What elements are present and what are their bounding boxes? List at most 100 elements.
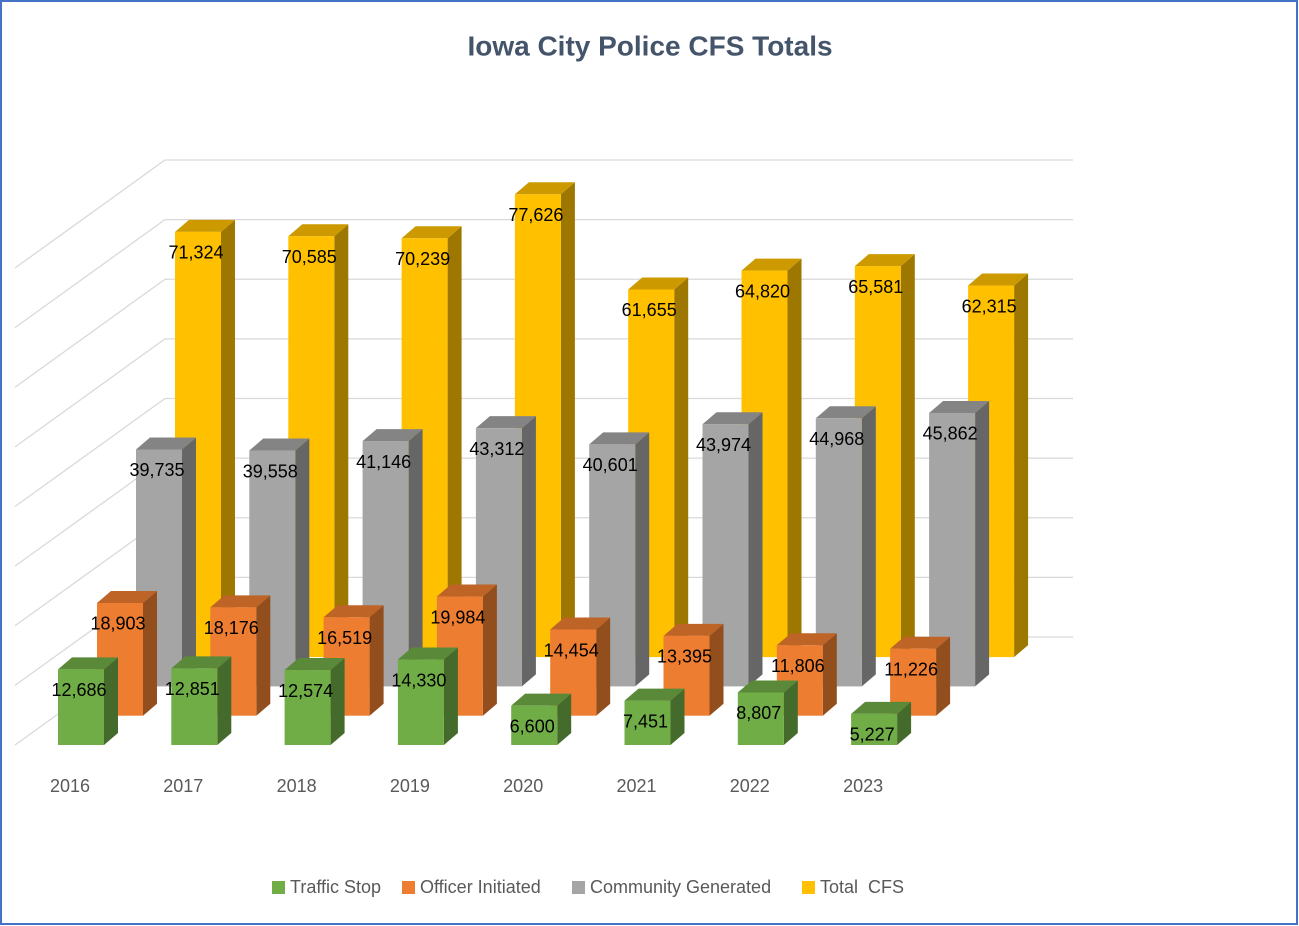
value-label: 11,806 <box>771 656 825 676</box>
bar-side <box>217 656 232 745</box>
value-label: 41,146 <box>356 452 411 472</box>
bar-side <box>596 617 611 716</box>
bar-top <box>741 258 802 271</box>
bar-top <box>175 219 235 232</box>
value-label: 71,324 <box>168 243 223 263</box>
bar <box>737 680 798 745</box>
bar-side <box>709 623 724 716</box>
bar-top <box>511 693 572 706</box>
bar-side <box>221 219 235 658</box>
value-label: 5,227 <box>850 725 895 745</box>
bar-top <box>702 412 763 425</box>
bar-top <box>854 254 915 267</box>
value-label: 12,686 <box>51 680 106 700</box>
bar-top <box>851 701 912 714</box>
bar-side <box>408 429 423 687</box>
bar-side <box>482 584 497 716</box>
bar-top <box>97 590 157 603</box>
bar-side <box>670 688 685 745</box>
bar <box>550 617 611 716</box>
bar-top <box>436 584 497 597</box>
legend-label: Officer Initiated <box>420 877 541 897</box>
bar-front <box>171 668 218 745</box>
x-tick-label: 2020 <box>503 776 543 796</box>
value-label: 61,655 <box>622 300 677 320</box>
value-label: 39,735 <box>129 460 184 480</box>
bar-top <box>776 633 837 646</box>
bar-front <box>397 659 444 745</box>
x-tick-label: 2021 <box>616 776 656 796</box>
bar-side <box>897 701 912 745</box>
bar-top <box>968 273 1029 286</box>
bar-side <box>447 226 462 658</box>
bar-side <box>975 400 990 687</box>
value-label: 64,820 <box>735 281 790 301</box>
bar-top <box>397 647 458 660</box>
bar-side <box>295 438 310 687</box>
bar-side <box>557 693 572 745</box>
bar-side <box>900 254 915 658</box>
bar-top <box>323 605 384 618</box>
bar-top <box>475 416 536 429</box>
bar-side <box>443 647 458 745</box>
legend-swatch <box>402 881 415 894</box>
value-label: 14,454 <box>544 640 599 660</box>
bar-side <box>256 595 271 716</box>
legend-label: Total CFS <box>820 877 904 897</box>
value-label: 13,395 <box>657 647 712 667</box>
bar-side <box>104 657 118 745</box>
bar-side <box>635 432 650 687</box>
legend-label: Traffic Stop <box>290 877 381 897</box>
bar <box>58 657 118 745</box>
value-label: 7,451 <box>623 711 668 731</box>
bar-side <box>521 416 536 687</box>
bar-top <box>284 658 345 671</box>
x-tick-label: 2019 <box>390 776 430 796</box>
bar-side <box>787 258 802 658</box>
value-label: 44,968 <box>809 429 864 449</box>
bar-front <box>737 692 784 745</box>
bar-side <box>822 633 837 716</box>
bar <box>171 656 232 745</box>
bar-front <box>624 700 671 745</box>
bar-side <box>330 658 345 745</box>
legend-swatch <box>272 881 285 894</box>
value-label: 8,807 <box>736 703 781 723</box>
bar <box>475 416 536 687</box>
bar <box>397 647 458 745</box>
bar-front <box>58 669 104 745</box>
bar-side <box>560 182 575 658</box>
value-label: 12,574 <box>278 681 333 701</box>
value-label: 18,903 <box>90 614 145 634</box>
legend-swatch <box>802 881 815 894</box>
bar-side <box>1014 273 1029 658</box>
value-label: 45,862 <box>923 424 978 444</box>
bar-top <box>249 438 310 451</box>
bar-top <box>550 617 611 630</box>
value-label: 39,558 <box>243 461 298 481</box>
bar-top <box>171 656 232 669</box>
bar-side <box>748 412 763 687</box>
x-tick-label: 2018 <box>277 776 317 796</box>
bar-side <box>143 590 157 716</box>
x-tick-label: 2022 <box>730 776 770 796</box>
value-label: 6,600 <box>510 716 555 736</box>
value-label: 77,626 <box>508 205 563 225</box>
bar-top <box>58 657 118 670</box>
bar-top <box>362 429 423 442</box>
bar <box>702 412 763 687</box>
bar-side <box>936 636 951 716</box>
bar-top <box>624 688 685 701</box>
bar-top <box>589 432 650 445</box>
bar-top <box>514 182 575 195</box>
bar-side <box>334 224 349 658</box>
bar-top <box>210 595 271 608</box>
bar <box>851 701 912 745</box>
bar-top <box>401 226 462 239</box>
bar-side <box>369 605 384 716</box>
value-label: 19,984 <box>430 607 485 627</box>
x-tick-label: 2017 <box>163 776 203 796</box>
bar-top <box>288 224 349 237</box>
bar-side <box>674 277 689 658</box>
